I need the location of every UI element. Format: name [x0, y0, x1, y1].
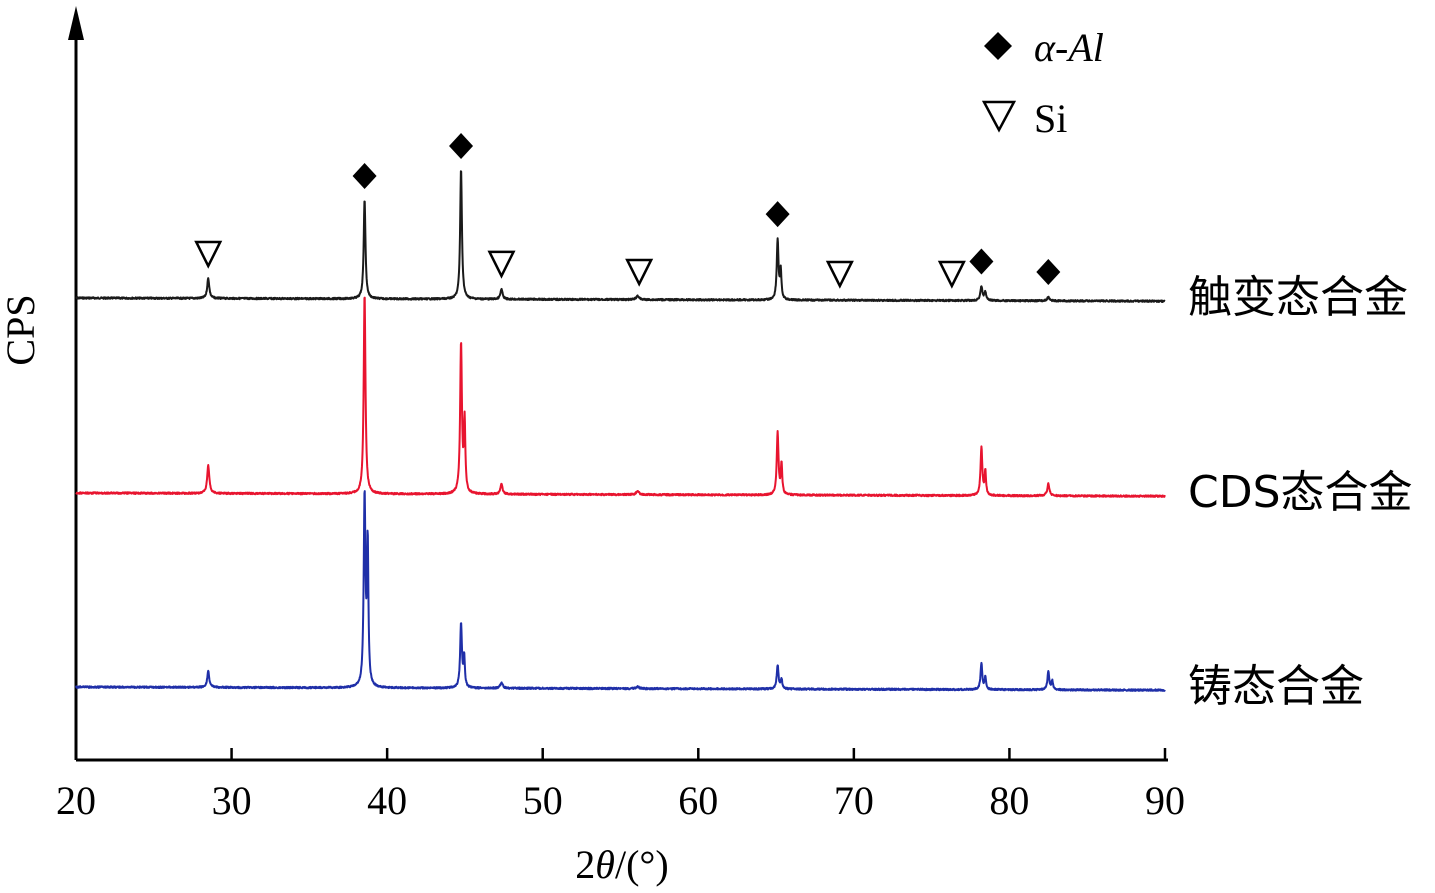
- si-marker-8: [937, 260, 966, 289]
- si-marker-4: [487, 250, 516, 279]
- y-axis-title: CPS: [0, 294, 43, 365]
- legend-label-alpha-al: α-Al: [1034, 25, 1104, 70]
- x-tick-label-40: 40: [367, 778, 407, 823]
- x-tick-label-80: 80: [989, 778, 1029, 823]
- x-tick-label-90: 90: [1145, 778, 1185, 823]
- series-line-2: [75, 296, 1166, 498]
- si-marker-1: [194, 240, 223, 269]
- alpha-al-marker-9: [969, 248, 994, 275]
- series-group: [75, 170, 1166, 692]
- legend-label-si: Si: [1034, 96, 1067, 141]
- x-tick-label-20: 20: [56, 778, 96, 823]
- x-tick-label-50: 50: [523, 778, 563, 823]
- alpha-al-marker-3: [449, 132, 474, 159]
- si-marker-5: [625, 258, 654, 287]
- legend: α-Al Si: [981, 25, 1104, 141]
- legend-diamond-icon: [984, 32, 1012, 60]
- alpha-al-marker-2: [352, 162, 377, 189]
- alpha-al-marker-10: [1036, 258, 1061, 285]
- x-axis-title: 2θ/(°): [575, 842, 668, 887]
- alpha-al-marker-6: [765, 201, 790, 228]
- x-tick-labels: 20 30 40 50 60 70 80 90: [56, 778, 1185, 823]
- si-marker-7: [825, 260, 854, 289]
- series-label-3: 铸态合金: [1188, 661, 1364, 712]
- series-label-2: CDS态合金: [1188, 467, 1413, 518]
- series-line-3: [75, 490, 1166, 692]
- axes: [68, 6, 1168, 762]
- x-tick-label-60: 60: [678, 778, 718, 823]
- phase-markers: [194, 132, 1061, 289]
- x-tick-label-30: 30: [212, 778, 252, 823]
- series-label-1: 触变态合金: [1188, 272, 1408, 323]
- x-ticks: [74, 748, 1167, 760]
- legend-triangle-icon: [981, 100, 1017, 133]
- series-line-1: [75, 170, 1166, 303]
- x-tick-label-70: 70: [834, 778, 874, 823]
- y-axis-arrow: [68, 6, 84, 40]
